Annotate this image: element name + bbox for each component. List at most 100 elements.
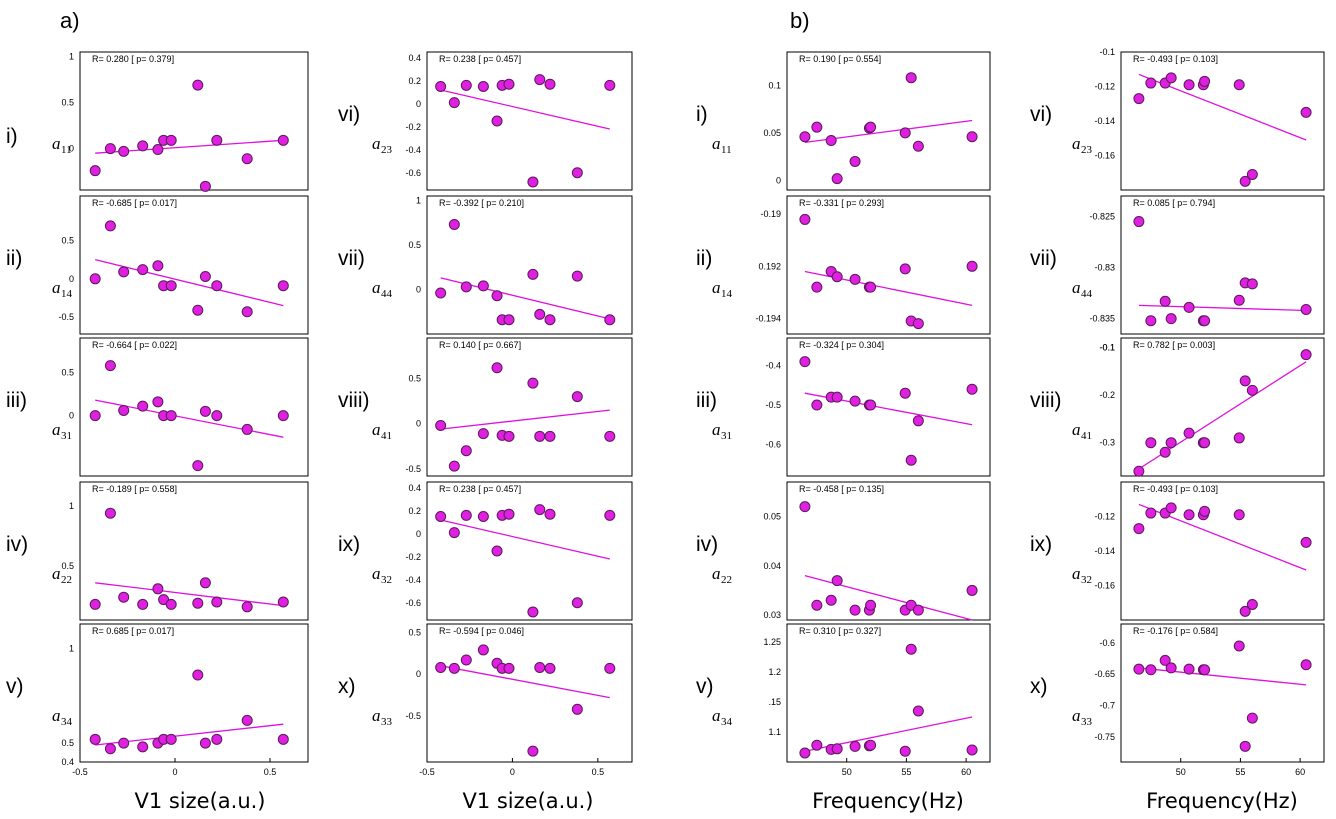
b-vii-data-point <box>1183 301 1195 313</box>
a-ix-data-point <box>448 527 460 539</box>
b-vii-data-point <box>1165 313 1177 325</box>
a-viii-ytick-label-0: 0.5 <box>408 374 421 384</box>
a-vii-ytick-label-1: 0.5 <box>408 240 421 250</box>
a-iv-ylabel-subscript: 22 <box>61 574 72 586</box>
b-ix-data-point <box>1165 502 1177 514</box>
a-iii-data-point <box>277 410 289 422</box>
a-vi-data-point <box>503 78 515 90</box>
a-viii-data-point <box>503 430 515 442</box>
b-iv-data-point <box>849 604 861 616</box>
a-i-ytick-label-1: 0.5 <box>61 98 74 108</box>
b-v-roman-label: v) <box>696 675 714 698</box>
b-vii-ytick-label-1: -0.83 <box>1094 263 1115 273</box>
b-x-fit-line <box>1138 667 1307 686</box>
a-ii-data-point <box>89 273 101 285</box>
a-iii-ylabel: a <box>52 420 61 439</box>
a-ii-ytick-label-2: -0.5 <box>58 312 74 322</box>
a-iii-data-point <box>137 400 149 412</box>
b-vii-ytick-label-0: -0.825 <box>1089 211 1115 221</box>
a-i-stats-label: R= 0.280 [ p= 0.379] <box>92 54 174 64</box>
b-i-stats-label: R= 0.190 [ p= 0.554] <box>799 54 881 64</box>
a-x-ylabel-subscript: 33 <box>381 716 393 728</box>
b-ix-data-point <box>1145 507 1157 519</box>
a-ix-data-point <box>477 511 489 522</box>
a-ii-data-point <box>199 271 211 282</box>
b-ii-stats-label: R= -0.331 [ p= 0.293] <box>799 198 884 208</box>
a-iv-ylabel: a <box>52 564 61 583</box>
b-viii-ylabel: a <box>1072 420 1081 439</box>
b-vi-ytick-label-3: -0.16 <box>1094 151 1115 161</box>
b-vii-ytick-label-2: -0.835 <box>1089 314 1115 324</box>
b-ix-data-point <box>1199 505 1211 517</box>
b-iii-data-point <box>905 454 917 466</box>
b-iii-plot-frame <box>786 337 991 477</box>
a-v-data-point <box>241 714 253 726</box>
a-iv-data-point <box>211 596 223 608</box>
b-vi-data-point <box>1233 79 1245 91</box>
a-ii-roman-label: ii) <box>6 247 22 270</box>
b-i-ylabel-subscript: 11 <box>721 144 732 156</box>
a-vi-ytick-label-2: 0 <box>416 99 421 109</box>
a-iv-fit-line <box>95 582 284 607</box>
a-x-data-point <box>544 662 556 674</box>
a-ix-data-point <box>534 504 546 516</box>
a-v-data-point <box>211 733 223 745</box>
b-viii-ytick-label-3: -0.1 <box>1099 343 1115 353</box>
b-vi-data-point <box>1165 72 1177 84</box>
b-x-plot-frame <box>1120 623 1325 763</box>
a-vii-data-point <box>527 268 539 280</box>
b-i-ylabel: a <box>712 134 721 153</box>
b-vii-data-point <box>1300 303 1312 315</box>
b-ix-ytick-label-1: -0.14 <box>1094 546 1115 556</box>
b-ii-data-point <box>865 281 877 293</box>
a-v-data-point <box>89 733 101 745</box>
b-vi-data-point <box>1145 77 1157 89</box>
b-iii-data-point <box>899 387 911 399</box>
b-viii-data-point <box>1233 432 1245 444</box>
a-i-data-point <box>211 134 223 146</box>
a-i-data-point <box>118 145 130 157</box>
b-v-data-point <box>912 705 924 717</box>
b-x-data-point <box>1165 662 1177 674</box>
b-v-ylabel-subscript: 34 <box>721 716 733 728</box>
b-x-ytick-label-1: -0.65 <box>1094 669 1115 679</box>
b-vi-ytick-label-0: -0.1 <box>1099 47 1115 57</box>
b-v-data-point <box>799 747 811 759</box>
a-vii-data-point <box>448 218 460 230</box>
b-vi-stats-label: R= -0.493 [ p= 0.103] <box>1133 54 1218 64</box>
b-ix-data-point <box>1300 536 1312 548</box>
a-v-xtick-label-2: 0.5 <box>264 767 277 777</box>
b-iii-ylabel: a <box>712 420 721 439</box>
b-ii-ytick-label-2: -0.194 <box>755 313 781 323</box>
b-ii-ytick-label-0: -0.19 <box>760 209 781 219</box>
a-vi-data-point <box>544 78 556 90</box>
b-iv-data-point <box>865 599 877 611</box>
b-iv-roman-label: iv) <box>696 533 718 556</box>
b-x-data-point <box>1183 663 1195 675</box>
b-i-plot-frame <box>786 51 991 191</box>
a-vii-data-point <box>491 290 503 302</box>
b-vi-data-point <box>1199 75 1211 87</box>
b-x-ytick-label-3: -0.75 <box>1094 732 1115 742</box>
b-v-xtick-label-2: 60 <box>961 767 971 777</box>
a-ii-data-point <box>118 266 130 278</box>
a-viii-plot-frame <box>426 337 633 477</box>
b-i-data-point <box>966 131 978 143</box>
b-x-data-point <box>1133 663 1145 675</box>
a-vii-data-point <box>460 281 472 293</box>
a-iii-data-point <box>152 396 164 408</box>
b-x-data-point <box>1300 659 1312 671</box>
b-iii-data-point <box>831 391 843 403</box>
a-vi-data-point <box>435 81 447 92</box>
a-i-data-point <box>104 143 116 155</box>
a-ii-plot-frame <box>79 195 309 335</box>
a-iii-data-point <box>118 404 130 416</box>
a-x-data-point <box>503 662 515 674</box>
b-iv-ytick-label-0: 0.05 <box>763 512 781 522</box>
a-ix-ylabel-subscript: 32 <box>381 574 392 586</box>
b-x-xtick-label-1: 55 <box>1235 767 1245 777</box>
a-viii-ylabel: a <box>372 420 381 439</box>
a-viii-ylabel-subscript: 41 <box>381 430 392 442</box>
a-v-ylabel: a <box>52 706 61 725</box>
a-vi-stats-label: R= 0.238 [ p= 0.457] <box>439 54 521 64</box>
